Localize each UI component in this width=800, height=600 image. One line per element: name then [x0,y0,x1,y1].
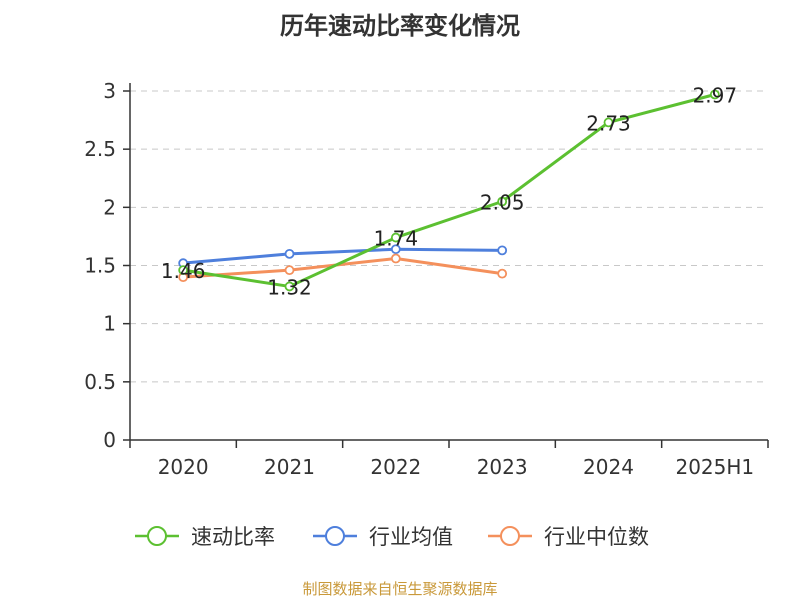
legend-marker [325,526,345,546]
legend-label: 行业中位数 [544,525,649,549]
chart-title: 历年速动比率变化情况 [280,12,520,40]
x-axis: 2020 2021 2022 2023 2024 2025H1 [129,439,769,479]
data-point[interactable] [284,281,295,292]
data-point[interactable] [709,89,720,100]
legend-item-0[interactable]: 速动比率 [135,525,275,549]
data-label: 1.74 [374,227,419,251]
legend-label: 行业均值 [369,525,453,549]
data-point[interactable] [390,244,401,255]
series-line-2 [183,257,503,279]
series-line-1 [183,247,503,265]
x-tick-label: 2021 [264,455,315,479]
series-line-0 [182,93,716,288]
x-tick-label: 2023 [477,455,528,479]
x-tick-label: 2022 [370,455,421,479]
data-point[interactable] [390,232,401,243]
data-point[interactable] [284,248,295,259]
data-label: 2.97 [693,83,738,107]
legend[interactable]: 速动比率 行业均值 行业中位数 [135,525,649,549]
data-point[interactable] [497,245,508,256]
data-point[interactable] [603,117,614,128]
y-tick-label: 2 [103,195,116,219]
data-label: 2.73 [586,111,631,135]
data-point[interactable] [284,265,295,276]
legend-item-2[interactable]: 行业中位数 [488,525,649,549]
series-lines [178,89,720,292]
x-tick-label: 2024 [583,455,634,479]
y-tick-label: 1 [103,312,116,336]
legend-label: 速动比率 [191,525,275,549]
data-label: 1.46 [161,259,206,283]
legend-item-1[interactable]: 行业均值 [313,525,453,549]
data-label: 2.05 [480,191,525,215]
data-point[interactable] [390,253,401,264]
x-tick-label: 2025H1 [675,455,754,479]
source-note: 制图数据来自恒生聚源数据库 [302,580,497,598]
data-point[interactable] [497,268,508,279]
data-label: 1.32 [267,275,312,299]
y-tick-label: 0 [103,428,116,452]
y-tick-label: 0.5 [84,370,116,394]
legend-marker [147,526,167,546]
data-point[interactable] [497,196,508,207]
legend-marker [500,526,520,546]
data-labels: 1.46 1.32 1.74 2.05 2.73 2.97 [161,83,737,299]
y-tick-label: 3 [103,79,116,103]
grid-lines [130,90,768,383]
y-axis: 0 0.5 1 1.5 2 2.5 3 [84,79,131,452]
data-point[interactable] [178,265,189,276]
x-tick-label: 2020 [158,455,209,479]
y-tick-label: 1.5 [84,254,116,278]
y-tick-label: 2.5 [84,137,116,161]
